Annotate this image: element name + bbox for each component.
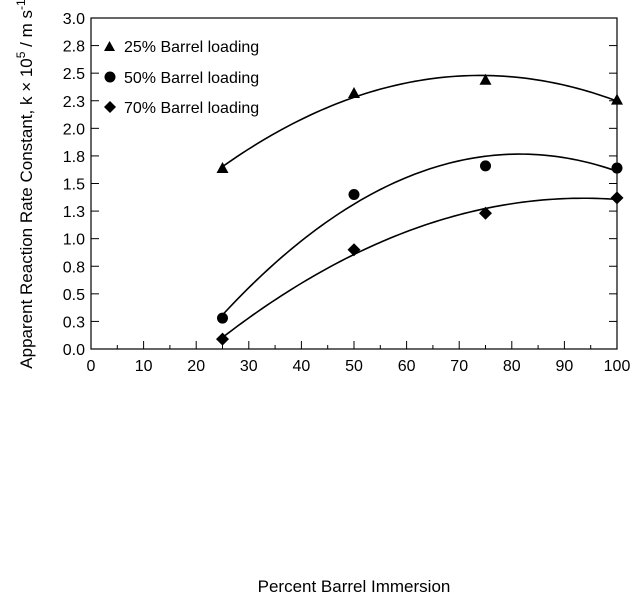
y-tick-label: 0.5	[63, 287, 85, 304]
x-tick-label: 70	[450, 358, 468, 375]
y-axis: 0.0 0.3 0.5 0.8 1.0 1.3 1.5 1.8 2.0 2.3 2.5 2.8 3.0	[63, 11, 617, 359]
y-tick-label: 3.0	[63, 11, 85, 28]
x-tick-label: 90	[556, 358, 574, 375]
x-tick-label: 60	[398, 358, 416, 375]
y-tick-label: 1.8	[63, 149, 85, 166]
x-tick-label: 50	[345, 358, 363, 375]
y-axis-title: Apparent Reaction Rate Constant, k × 105…	[14, 0, 36, 369]
data-points	[216, 73, 624, 346]
data-point-circle	[611, 162, 623, 174]
data-point-triangle	[479, 73, 492, 85]
data-point-diamond	[479, 206, 492, 220]
x-tick-label: 40	[293, 358, 311, 375]
data-point-circle	[217, 312, 228, 324]
x-tick-label: 100	[604, 358, 631, 375]
legend-label-70: 70% Barrel loading	[124, 100, 259, 117]
y-tick-label: 0.8	[63, 259, 85, 276]
fit-curve-series-2	[221, 153, 618, 316]
fit-curves	[221, 74, 618, 339]
x-tick-label: 20	[187, 358, 205, 375]
x-tick-label: 0	[87, 358, 96, 375]
data-point-triangle	[611, 93, 623, 105]
data-point-diamond	[216, 332, 229, 346]
data-point-diamond	[610, 191, 624, 205]
data-point-diamond	[347, 243, 361, 257]
x-tick-label: 10	[135, 358, 153, 375]
legend: 25% Barrel loading 50% Barrel loading 70…	[104, 39, 259, 117]
data-point-circle	[348, 189, 360, 201]
legend-label-25: 25% Barrel loading	[124, 39, 259, 56]
y-tick-label: 2.3	[63, 94, 85, 111]
y-tick-label: 1.0	[63, 232, 85, 249]
y-tick-label: 2.8	[63, 39, 85, 56]
x-axis-title: Percent Barrel Immersion	[258, 577, 451, 596]
data-point-triangle	[348, 87, 360, 99]
y-tick-label: 2.0	[63, 121, 85, 138]
legend-label-50: 50% Barrel loading	[124, 70, 259, 87]
legend-diamond-marker	[104, 101, 116, 113]
fit-curve-series-1	[222, 74, 618, 168]
x-tick-label: 30	[240, 358, 258, 375]
fit-curve-series-3	[222, 197, 618, 339]
data-point-triangle	[216, 162, 229, 174]
plot-frame	[90, 17, 618, 350]
legend-triangle-marker	[104, 41, 115, 51]
y-tick-label: 1.5	[63, 177, 85, 194]
x-tick-label: 80	[503, 358, 521, 375]
y-tick-label: 1.3	[63, 204, 85, 221]
x-axis: 0 10 20 30 40 50 60 70 80 90 100	[87, 341, 631, 375]
y-tick-label: 0.3	[63, 314, 85, 331]
data-point-circle	[480, 160, 491, 172]
y-tick-label: 0.0	[63, 342, 85, 359]
y-tick-label: 2.5	[63, 66, 85, 83]
legend-circle-marker	[104, 71, 116, 83]
